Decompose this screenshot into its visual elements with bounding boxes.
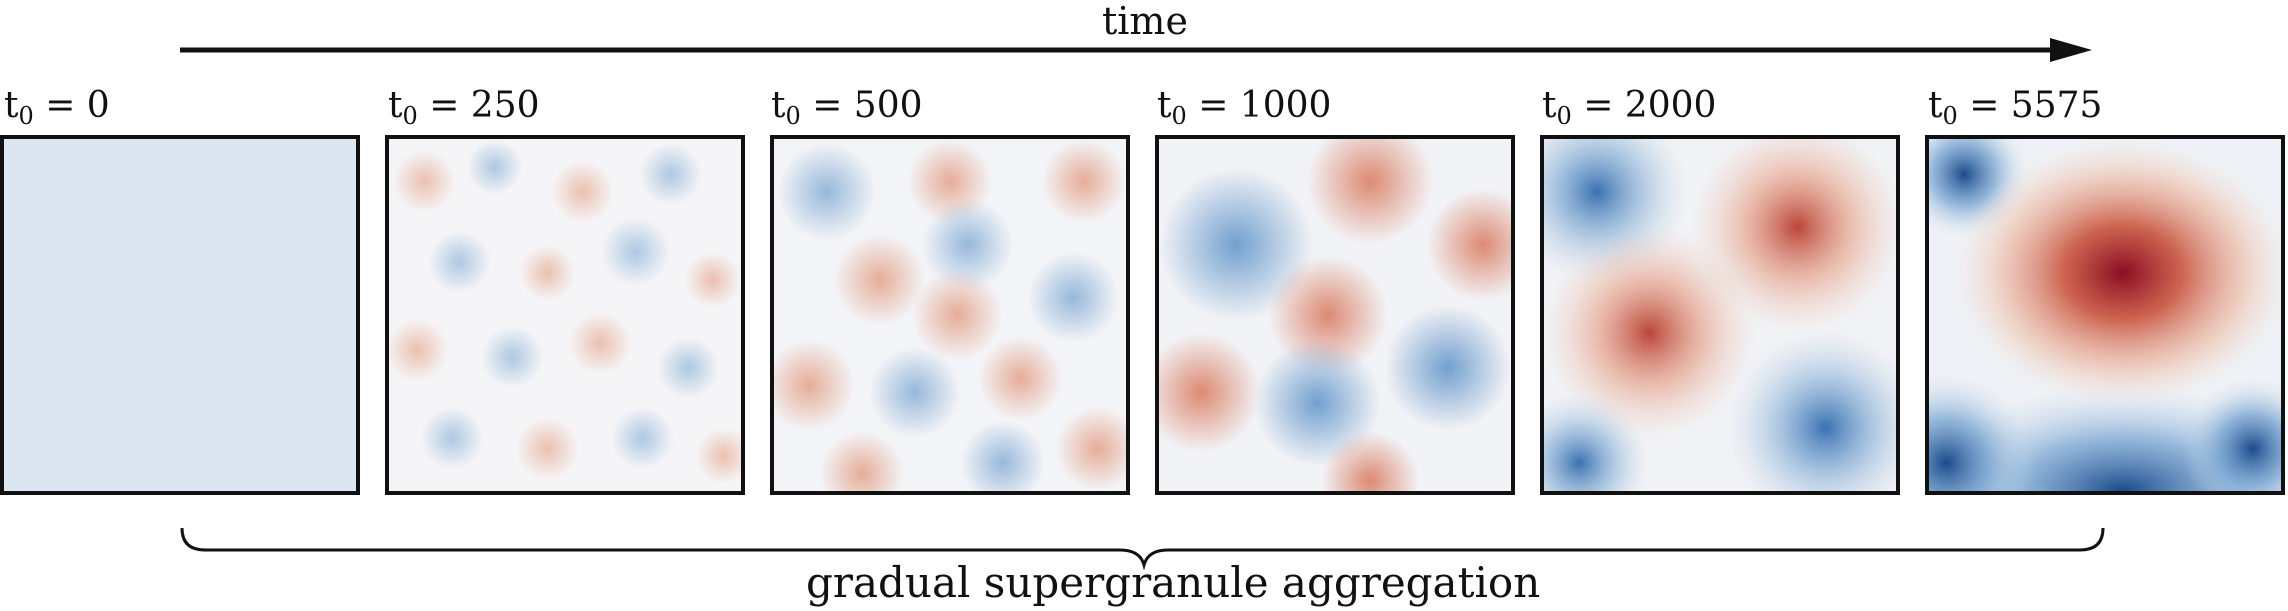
aggregation-brace <box>180 527 2105 570</box>
time-arrow <box>180 38 2092 62</box>
field-panel <box>1540 135 1900 495</box>
time-label: time <box>1102 0 1188 43</box>
field-panel <box>770 135 1130 495</box>
field-panel <box>1155 135 1515 495</box>
field-panel <box>0 135 360 495</box>
panel-label: t0 = 500 <box>771 85 923 130</box>
panel-label: t0 = 2000 <box>1542 85 1717 130</box>
panel-label: t0 = 250 <box>388 85 540 130</box>
field-panel <box>1925 135 2285 495</box>
field-panel <box>385 135 745 495</box>
panel-label: t0 = 0 <box>4 85 110 130</box>
caption: gradual supergranule aggregation <box>806 558 1541 607</box>
panel-label: t0 = 5575 <box>1928 85 2103 130</box>
panel-label: t0 = 1000 <box>1157 85 1332 130</box>
